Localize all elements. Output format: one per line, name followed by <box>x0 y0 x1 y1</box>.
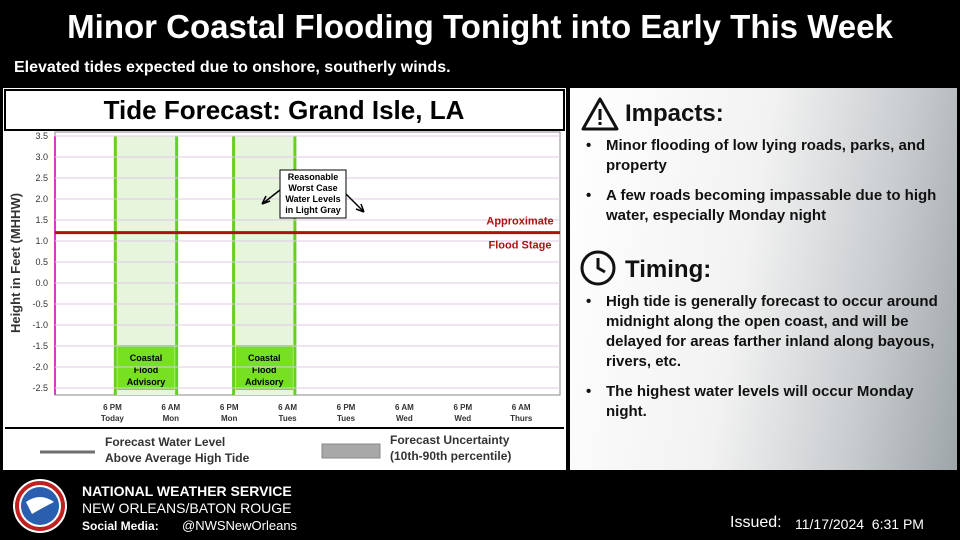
bullet: High tide is generally forecast to occur… <box>580 292 940 372</box>
x-tick-label: 6 AM Thurs <box>510 403 533 423</box>
flood-stage-label: Approximate <box>486 216 553 228</box>
legend-label: Forecast Water Level Above Average High T… <box>105 435 250 465</box>
y-tick-label: -0.5 <box>32 299 48 309</box>
annotation-arrow <box>261 189 281 205</box>
legend-label: Forecast Uncertainty (10th-90th percentil… <box>390 433 511 463</box>
advisory-label: Coastal Flood Advisory <box>245 353 284 387</box>
y-tick-label: 0.5 <box>35 257 48 267</box>
flood-stage-label: Flood Stage <box>489 240 552 252</box>
title: Minor Coastal Flooding Tonight into Earl… <box>67 8 893 45</box>
annotation-arrow <box>345 193 365 213</box>
x-tick-label: 6 PM Mon <box>220 403 239 423</box>
y-tick-label: 2.5 <box>35 173 48 183</box>
bullet: The highest water levels will occur Mond… <box>580 382 940 422</box>
office: NATIONAL WEATHER SERVICE <box>82 483 292 499</box>
clock-icon <box>580 250 616 286</box>
y-tick-label: 0.0 <box>35 278 48 288</box>
y-tick-label: 1.5 <box>35 215 48 225</box>
impacts-heading: Impacts: <box>625 100 724 127</box>
info-panel: Impacts: Minor flooding of low lying roa… <box>570 88 957 470</box>
timing-heading: Timing: <box>625 256 712 283</box>
y-tick-label: 3.5 <box>35 131 48 141</box>
timing-list: High tide is generally forecast to occur… <box>580 292 940 432</box>
social-label: Social Media: <box>82 519 159 533</box>
x-tick-label: 6 AM Mon <box>161 403 180 423</box>
annotation-box <box>279 169 347 219</box>
impacts-list: Minor flooding of low lying roads, parks… <box>580 136 940 236</box>
chart-title: Tide Forecast: Grand Isle, LA <box>104 95 465 125</box>
location: NEW ORLEANS/BATON ROUGE <box>82 500 292 516</box>
advisory-label: Coastal Flood Advisory <box>127 353 166 387</box>
x-tick-label: 6 PM Today <box>101 403 125 423</box>
x-tick-label: 6 AM Wed <box>395 403 414 423</box>
x-tick-label: 6 PM Tues <box>337 403 356 423</box>
y-tick-label: -2.0 <box>32 362 48 372</box>
y-tick-label: -2.5 <box>32 383 48 393</box>
x-tick-label: 6 PM Wed <box>453 403 472 423</box>
y-axis-label: Height in Feet (MHHW) <box>8 193 23 333</box>
y-tick-label: -1.5 <box>32 341 48 351</box>
bullet: A few roads becoming impassable due to h… <box>580 186 940 226</box>
subtitle: Elevated tides expected due to onshore, … <box>14 59 451 76</box>
nws-logo <box>13 479 67 533</box>
y-tick-label: -1.0 <box>32 320 48 330</box>
y-tick-label: 3.0 <box>35 152 48 162</box>
legend-band-swatch <box>321 443 381 459</box>
bullet: Minor flooding of low lying roads, parks… <box>580 136 940 176</box>
social-handle: @NWSNewOrleans <box>182 518 298 533</box>
annotation: Reasonable Worst Case Water Levels in Light… <box>285 172 341 215</box>
chart-title-box <box>4 89 565 131</box>
issued-time: 11/17/2024 6:31 PM <box>795 516 924 532</box>
chart: Tide Forecast: Grand Isle, LA Height in … <box>3 88 566 470</box>
issued-label: Issued: <box>730 514 782 531</box>
y-tick-label: 1.0 <box>35 236 48 246</box>
x-tick-label: 6 AM Tues <box>278 403 297 423</box>
y-tick-label: 2.0 <box>35 194 48 204</box>
warning-icon <box>581 97 619 131</box>
